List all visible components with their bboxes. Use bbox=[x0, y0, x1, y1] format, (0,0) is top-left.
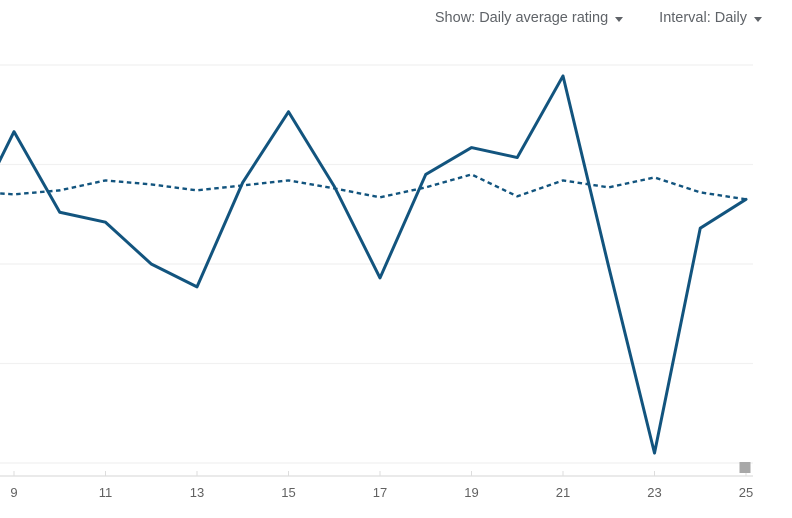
dashed-series-line bbox=[0, 173, 747, 201]
show-metric-dropdown[interactable]: Show: Daily average rating bbox=[434, 8, 624, 28]
show-metric-value: Daily average rating bbox=[479, 10, 609, 26]
interval-prefix: Interval: bbox=[659, 10, 711, 26]
scrollbar-thumb[interactable] bbox=[739, 462, 751, 473]
x-axis-label: 21 bbox=[556, 485, 570, 500]
x-axis-label: 25 bbox=[739, 485, 753, 500]
x-axis-label: 11 bbox=[99, 485, 113, 500]
x-axis-label: 23 bbox=[647, 485, 661, 500]
x-axis-label: 9 bbox=[10, 485, 17, 500]
x-axis-label: 19 bbox=[464, 485, 478, 500]
solid-series-line bbox=[0, 74, 748, 455]
show-metric-prefix: Show: bbox=[434, 10, 476, 26]
chart-controls: Show: Daily average rating Interval: Dai… bbox=[435, 8, 762, 28]
interval-dropdown[interactable]: Interval: Daily bbox=[659, 8, 762, 28]
chevron-down-icon bbox=[754, 16, 762, 22]
x-axis-label: 15 bbox=[281, 485, 295, 500]
x-axis-label: 17 bbox=[373, 485, 387, 500]
chevron-down-icon bbox=[615, 16, 624, 22]
x-axis-label: 13 bbox=[190, 485, 204, 500]
interval-value: Daily bbox=[714, 10, 747, 26]
